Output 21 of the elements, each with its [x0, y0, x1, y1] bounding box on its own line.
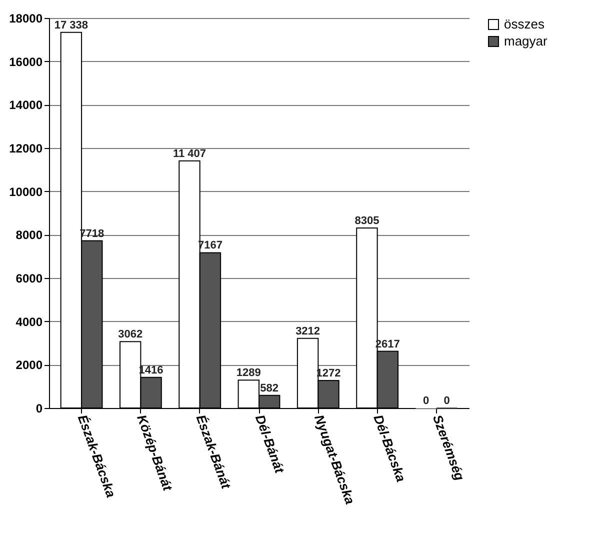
data-label: 3062 — [118, 328, 143, 341]
legend-label: magyar — [504, 34, 548, 48]
data-label: 1289 — [236, 367, 261, 380]
y-tick-label: 18000 — [9, 12, 43, 26]
y-tick-label: 0 — [36, 402, 43, 416]
y-tick-label: 12000 — [9, 142, 43, 156]
data-label: 582 — [260, 382, 279, 394]
data-label: 11 407 — [172, 148, 206, 160]
y-tick-label: 8000 — [16, 228, 43, 242]
y-tick-label: 10000 — [9, 184, 43, 199]
data-label: 8305 — [354, 215, 380, 228]
y-tick-label: 14000 — [9, 98, 43, 112]
y-tick-label: 2000 — [16, 358, 43, 372]
y-tick-label: 4000 — [16, 314, 43, 329]
data-label: 0 — [444, 395, 450, 407]
y-tick-label: 16000 — [9, 54, 43, 69]
y-tick-label: 6000 — [16, 272, 43, 286]
data-label: 17 338 — [54, 19, 88, 32]
data-label: 0 — [423, 395, 430, 407]
legend-label: összes — [504, 16, 545, 32]
data-label: 3212 — [296, 325, 320, 338]
